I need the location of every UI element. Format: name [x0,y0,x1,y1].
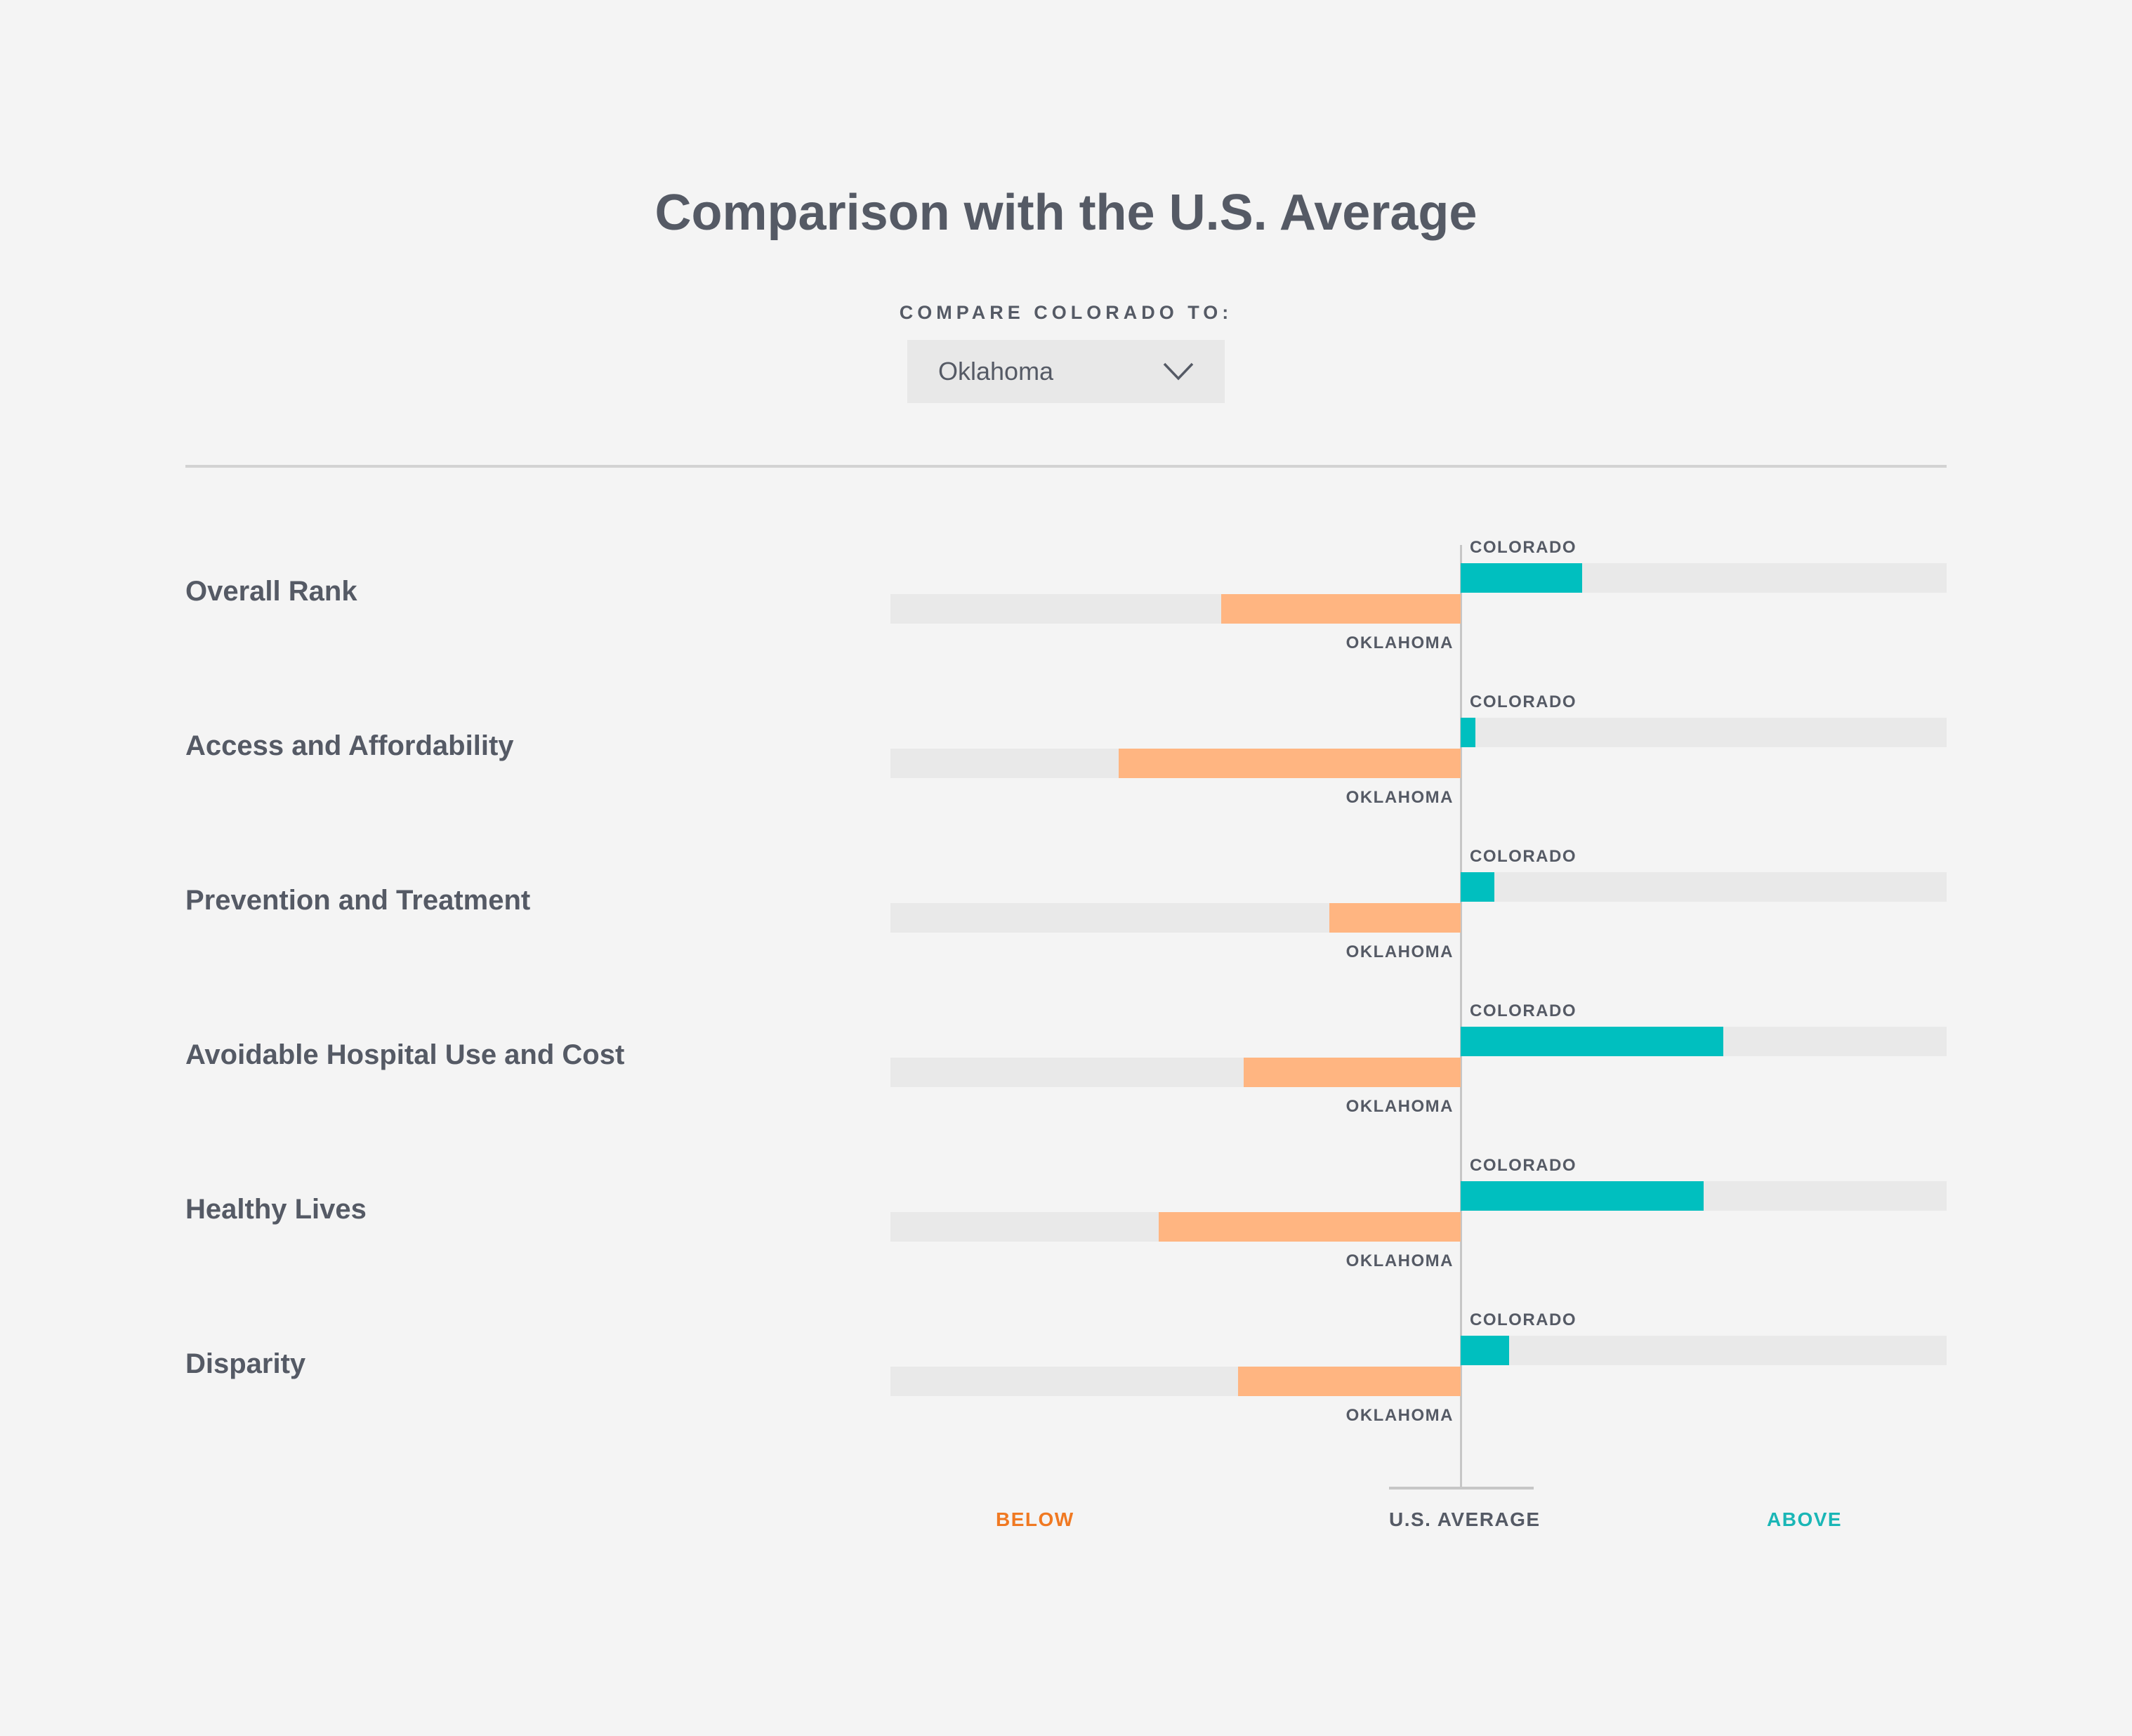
chart-row: Prevention and Treatment COLORADO OKLAHOMA [0,840,2132,994]
chart-row: Avoidable Hospital Use and Cost COLORADO O… [0,994,2132,1149]
bar-track-oklahoma [890,749,1461,778]
category-label: Prevention and Treatment [185,885,531,916]
series-tag-colorado: COLORADO [1470,1156,1577,1175]
bar-track-colorado [1461,1027,1947,1056]
series-tag-oklahoma: OKLAHOMA [1345,1251,1454,1270]
bar-track-colorado [1461,1336,1947,1365]
series-tag-oklahoma: OKLAHOMA [1345,788,1454,807]
bar-track-oklahoma [890,1367,1461,1396]
us-average-axis [1460,545,1462,1489]
bar-oklahoma [1244,1058,1461,1087]
bar-colorado [1461,718,1475,747]
series-tag-colorado: COLORADO [1470,847,1577,866]
bar-track-oklahoma [890,903,1461,933]
series-tag-oklahoma: OKLAHOMA [1345,633,1454,652]
compare-label: COMPARE COLORADO TO: [899,302,1233,323]
bar-track-colorado [1461,872,1947,902]
chart-row: Disparity COLORADO OKLAHOMA [0,1303,2132,1458]
us-average-axis-base [1389,1487,1534,1490]
series-tag-oklahoma: OKLAHOMA [1345,1406,1454,1425]
divider [185,465,1947,468]
bar-colorado [1461,1336,1509,1365]
state-select-dropdown[interactable]: Oklahoma [907,340,1225,403]
category-label: Access and Affordability [185,730,514,761]
series-tag-colorado: COLORADO [1470,1001,1577,1020]
chart-row: Overall Rank COLORADO OKLAHOMA [0,531,2132,685]
chevron-down-icon [1163,362,1194,381]
bar-oklahoma [1238,1367,1461,1396]
bar-oklahoma [1329,903,1461,933]
page-title: Comparison with the U.S. Average [654,185,1478,241]
category-label: Avoidable Hospital Use and Cost [185,1039,625,1070]
series-tag-colorado: COLORADO [1470,1310,1577,1329]
series-tag-colorado: COLORADO [1470,692,1577,711]
bar-track-colorado [1461,718,1947,747]
bar-colorado [1461,872,1494,902]
bar-oklahoma [1119,749,1461,778]
series-tag-oklahoma: OKLAHOMA [1345,1097,1454,1116]
series-tag-oklahoma: OKLAHOMA [1345,942,1454,961]
category-label: Disparity [185,1348,306,1379]
legend-below: BELOW [996,1508,1074,1530]
bar-oklahoma [1159,1212,1461,1242]
bar-track-oklahoma [890,1058,1461,1087]
bar-colorado [1461,563,1582,593]
legend-above: ABOVE [1767,1508,1843,1530]
state-select-value: Oklahoma [938,357,1054,386]
category-label: Healthy Lives [185,1194,367,1225]
bar-track-colorado [1461,1181,1947,1211]
chart-row: Access and Affordability COLORADO OKLAHOMA [0,685,2132,840]
bar-colorado [1461,1027,1723,1056]
bar-oklahoma [1221,594,1461,624]
bar-track-oklahoma [890,1212,1461,1242]
series-tag-colorado: COLORADO [1470,538,1577,557]
chart-row: Healthy Lives COLORADO OKLAHOMA [0,1149,2132,1303]
legend-us-average: U.S. AVERAGE [1389,1508,1541,1530]
category-label: Overall Rank [185,576,357,607]
bar-colorado [1461,1181,1704,1211]
bar-track-oklahoma [890,594,1461,624]
bar-track-colorado [1461,563,1947,593]
